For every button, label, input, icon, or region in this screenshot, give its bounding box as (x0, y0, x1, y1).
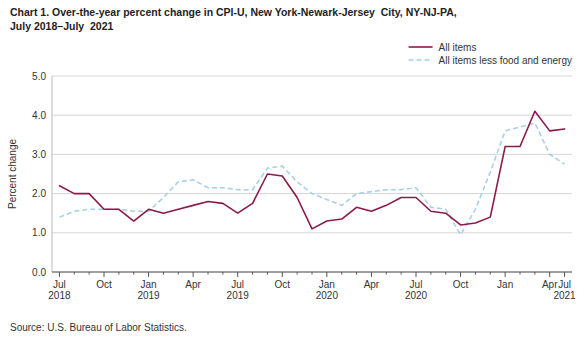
x-tick (193, 272, 194, 277)
x-minor-tick (89, 272, 90, 275)
lines (59, 111, 564, 234)
legend: All items All items less food and energy (409, 42, 572, 66)
x-tick-label: Jul2021 (553, 279, 576, 301)
grid-line (52, 232, 572, 233)
x-tick (564, 272, 565, 277)
x-tick-label: Jul2020 (405, 279, 428, 301)
x-minor-tick (178, 272, 179, 275)
y-tick-label: 2.0 (32, 188, 46, 199)
x-minor-tick (490, 272, 491, 275)
x-minor-tick (118, 272, 119, 275)
x-minor-tick (534, 272, 535, 275)
x-tick (505, 272, 506, 277)
grid-line (52, 154, 572, 155)
legend-swatch (409, 59, 433, 61)
legend-label: All items (439, 42, 477, 53)
y-axis-label: Percent change (7, 139, 18, 209)
series-line (59, 111, 564, 229)
grid-line (52, 115, 572, 116)
grid-line (52, 76, 572, 77)
x-tick (416, 272, 417, 277)
y-tick-label: 5.0 (32, 71, 46, 82)
x-tick-label: Apr (364, 279, 380, 290)
x-minor-tick (297, 272, 298, 275)
x-minor-tick (475, 272, 476, 275)
y-tick-label: 4.0 (32, 110, 46, 121)
x-tick (371, 272, 372, 277)
x-tick-label: Jul2018 (48, 279, 71, 301)
x-tick-label: Oct (96, 279, 112, 290)
x-minor-tick (356, 272, 357, 275)
x-minor-tick (222, 272, 223, 275)
x-tick (237, 272, 238, 277)
legend-label: All items less food and energy (439, 55, 572, 66)
x-tick-label: Apr (542, 279, 558, 290)
chart: Chart 1. Over-the-year percent change in… (0, 0, 588, 337)
grid (52, 76, 572, 272)
x-tick (549, 272, 550, 277)
x-tick (282, 272, 283, 277)
x-tick (326, 272, 327, 277)
x-tick-label: Oct (275, 279, 291, 290)
x-minor-tick (520, 272, 521, 275)
x-tick-label: Oct (453, 279, 469, 290)
x-tick (148, 272, 149, 277)
legend-swatch (409, 46, 433, 48)
y-tick-label: 1.0 (32, 227, 46, 238)
x-minor-tick (386, 272, 387, 275)
x-tick (460, 272, 461, 277)
x-minor-tick (133, 272, 134, 275)
x-tick-label: Jan2019 (137, 279, 160, 301)
x-tick (104, 272, 105, 277)
title: Chart 1. Over-the-year percent change in… (10, 6, 457, 32)
x-minor-tick (74, 272, 75, 275)
x-minor-tick (267, 272, 268, 275)
x-minor-tick (401, 272, 402, 275)
x-tick-label: Apr (185, 279, 201, 290)
x-minor-tick (430, 272, 431, 275)
x-tick (59, 272, 60, 277)
x-minor-tick (312, 272, 313, 275)
y-tick-label: 0.0 (32, 267, 46, 278)
y-axis-line (52, 76, 53, 272)
x-tick-label: Jan2020 (316, 279, 339, 301)
source-note: Source: U.S. Bureau of Labor Statistics. (10, 322, 187, 333)
x-tick-label: Jan (497, 279, 513, 290)
x-minor-tick (208, 272, 209, 275)
y-tick-label: 3.0 (32, 149, 46, 160)
x-tick-label: Jul2019 (227, 279, 250, 301)
x-minor-tick (341, 272, 342, 275)
x-minor-tick (163, 272, 164, 275)
x-minor-tick (252, 272, 253, 275)
x-minor-tick (445, 272, 446, 275)
